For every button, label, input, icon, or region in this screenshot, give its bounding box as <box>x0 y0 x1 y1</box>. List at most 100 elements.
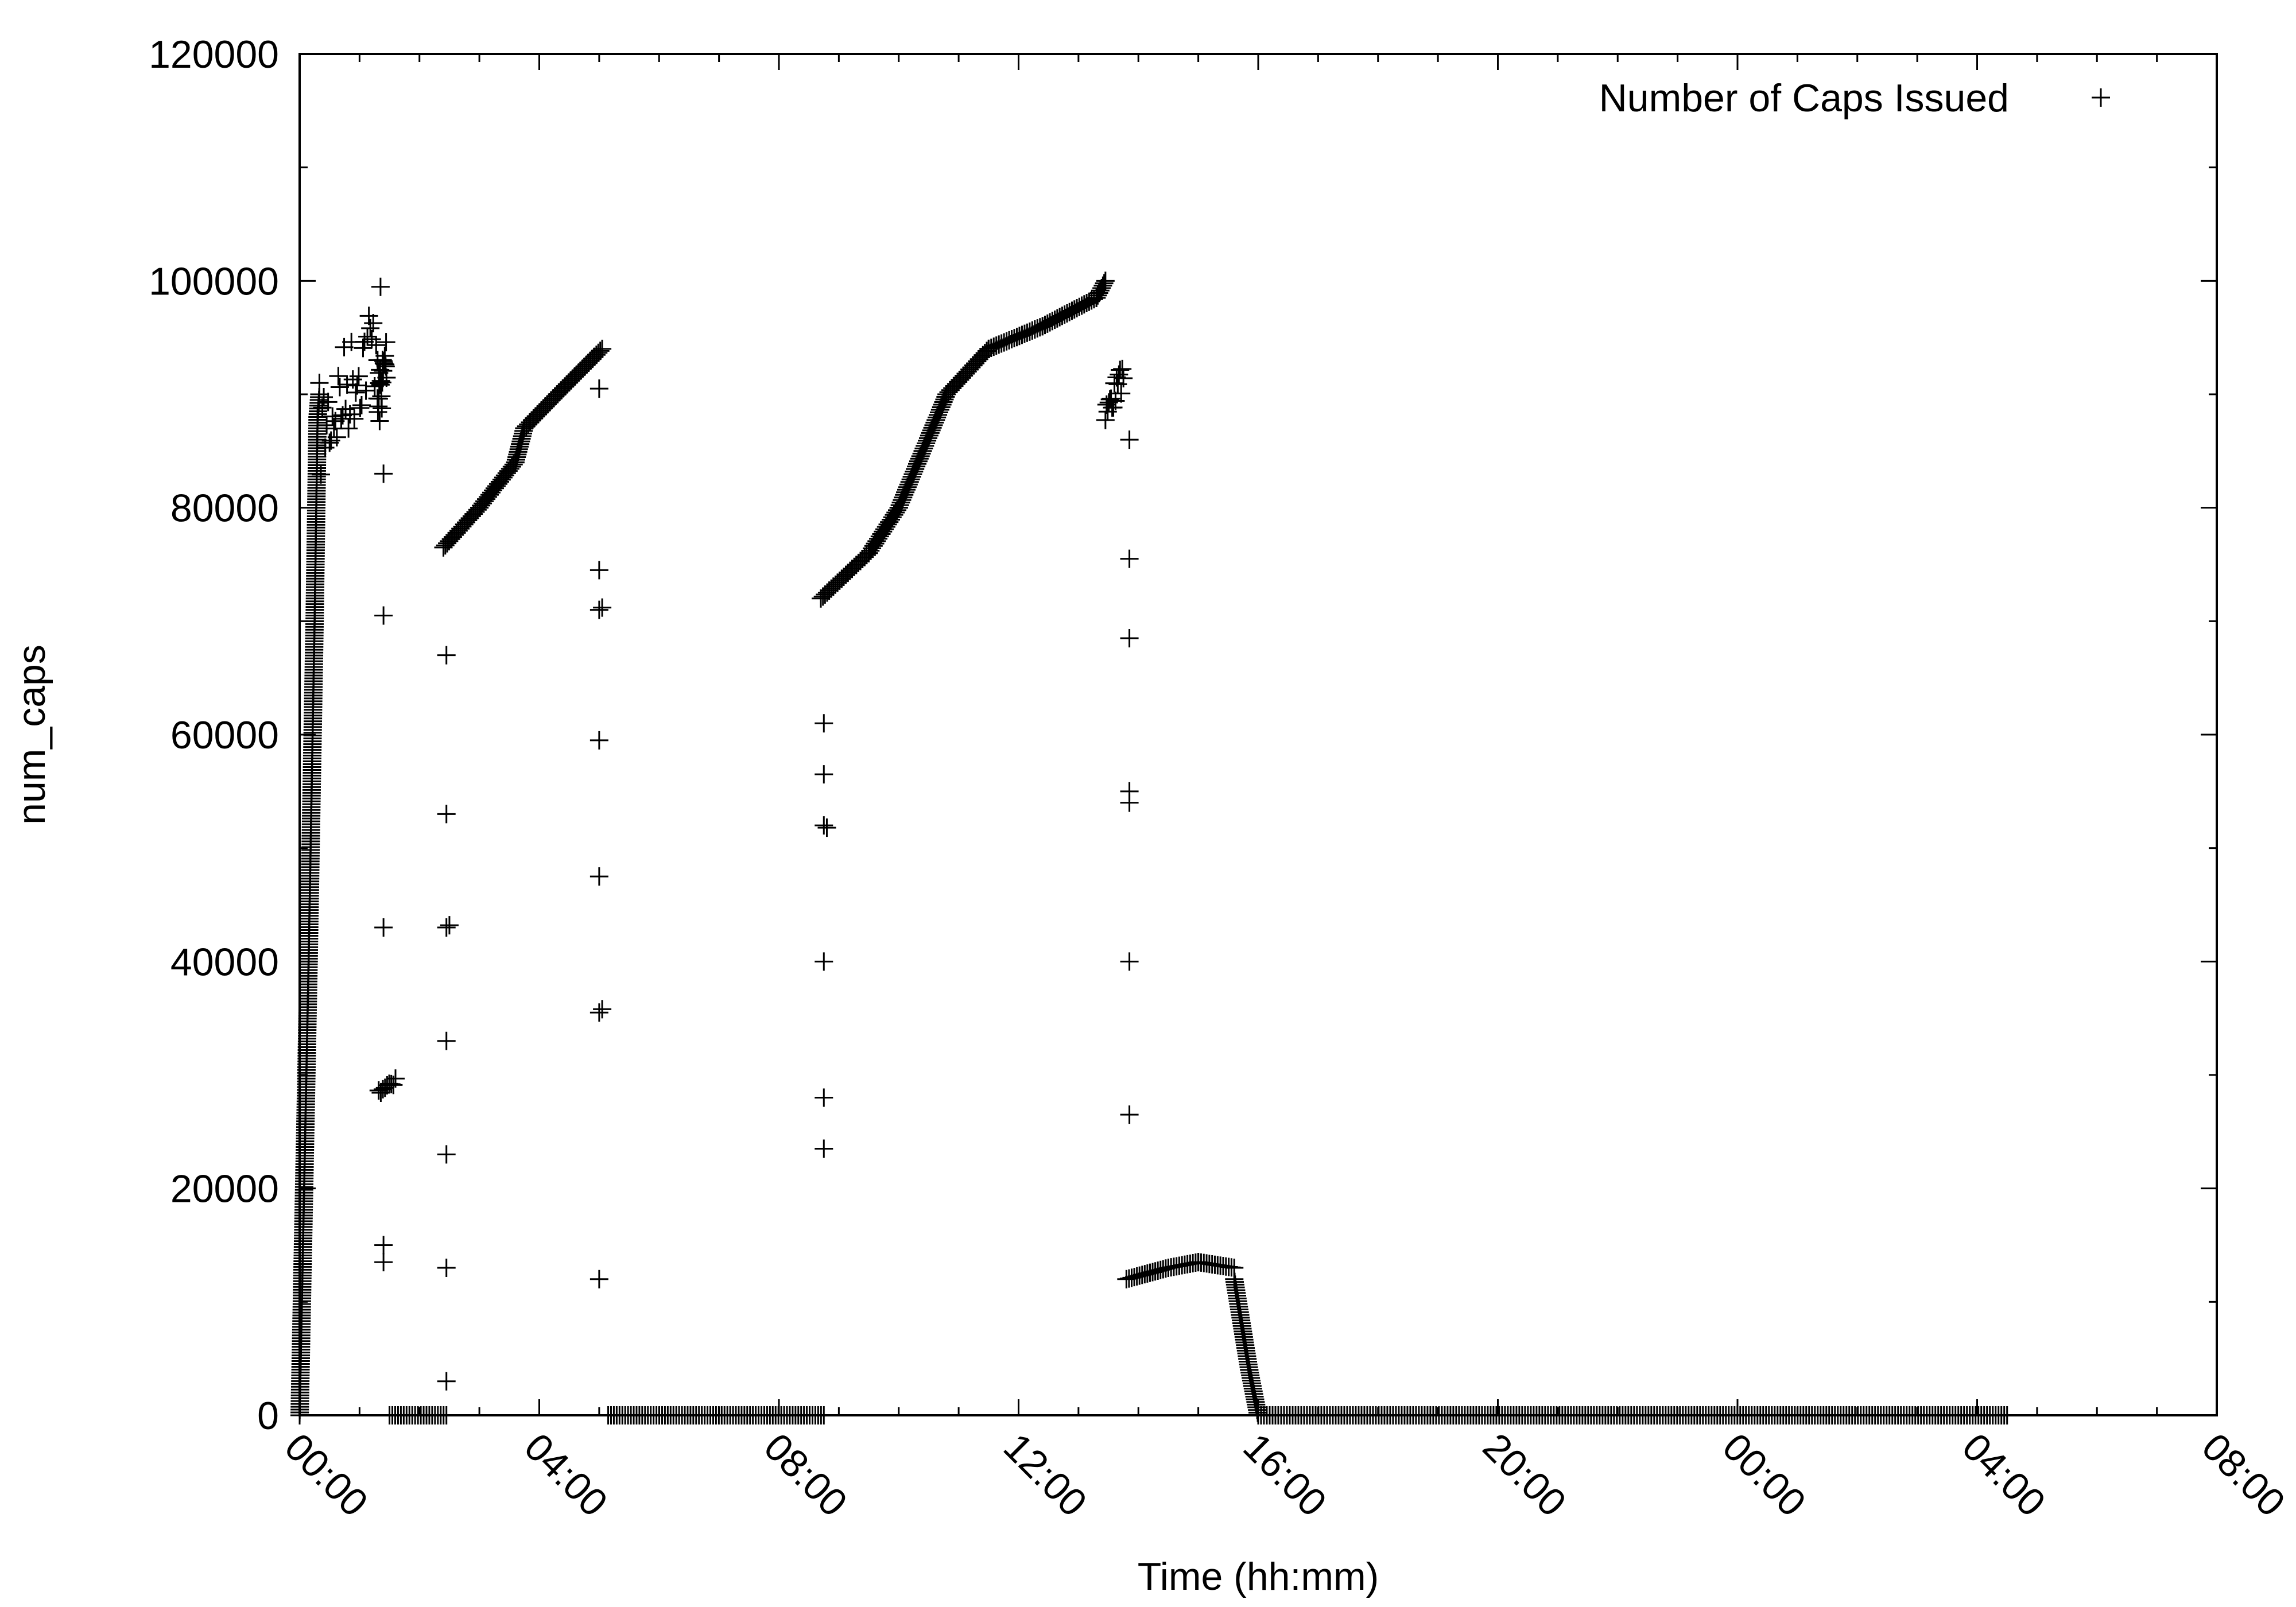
data-point <box>883 508 902 527</box>
data-point <box>902 467 921 486</box>
data-point <box>589 561 608 580</box>
data-point <box>374 918 393 937</box>
data-point <box>924 416 943 434</box>
data-point <box>1030 318 1049 337</box>
data-point <box>364 313 383 332</box>
data-point <box>987 336 1006 355</box>
data-point <box>918 429 937 448</box>
data-point <box>859 544 878 562</box>
data-point <box>504 455 523 474</box>
data-point <box>977 341 996 360</box>
data-point <box>374 1236 393 1255</box>
data-point <box>352 395 371 414</box>
data-point <box>864 537 883 556</box>
data-point <box>900 472 919 491</box>
data-point <box>345 409 364 428</box>
data-point <box>359 306 378 325</box>
data-point <box>1088 286 1107 305</box>
data-point <box>903 465 922 484</box>
y-tick-label: 100000 <box>149 259 279 303</box>
data-point <box>386 1069 405 1088</box>
data-point <box>361 319 380 337</box>
data-point <box>1075 295 1093 314</box>
data-point <box>890 496 909 515</box>
data-point <box>815 765 833 784</box>
data-point <box>329 367 348 386</box>
data-point <box>889 498 908 517</box>
data-point <box>928 408 947 427</box>
data-point <box>1102 389 1120 408</box>
data-point <box>908 455 927 473</box>
legend-marker-plus-icon <box>2092 88 2110 107</box>
data-point <box>370 412 389 430</box>
data-point <box>905 462 924 481</box>
y-tick-label: 120000 <box>149 33 279 76</box>
data-point <box>1065 300 1084 319</box>
data-point <box>914 439 933 458</box>
data-point <box>1114 368 1133 387</box>
data-point <box>907 457 926 476</box>
data-point <box>1113 359 1132 378</box>
data-point <box>1015 324 1034 343</box>
data-point <box>863 539 882 558</box>
data-point <box>593 1000 612 1019</box>
plot-frame <box>298 53 2218 1416</box>
data-point <box>1096 410 1115 429</box>
data-point <box>591 341 610 360</box>
data-point <box>319 393 338 412</box>
data-point <box>349 367 368 386</box>
data-point <box>897 480 916 499</box>
data-point <box>1120 952 1139 971</box>
data-point <box>358 327 377 346</box>
data-point <box>925 413 944 432</box>
data-point <box>867 531 886 550</box>
data-point <box>885 506 903 525</box>
data-point <box>369 389 388 408</box>
data-point <box>1041 313 1060 332</box>
data-point <box>437 805 456 824</box>
y-axis-label: num_caps <box>10 645 53 825</box>
data-point <box>815 952 833 971</box>
data-point <box>922 421 941 440</box>
legend-marker <box>2092 88 2110 107</box>
data-point <box>437 1145 456 1164</box>
data-point <box>437 918 456 937</box>
data-point <box>886 503 905 522</box>
data-point <box>1077 293 1096 312</box>
data-point <box>926 410 945 429</box>
data-point <box>593 339 612 358</box>
data-point <box>323 407 342 426</box>
data-point <box>929 405 948 424</box>
data-point <box>894 488 913 507</box>
data-point <box>1112 384 1131 403</box>
data-point <box>888 500 906 519</box>
y-tick-label: 60000 <box>170 713 279 757</box>
data-point <box>1055 305 1074 324</box>
data-point <box>1002 329 1021 348</box>
data-point <box>589 1270 608 1288</box>
data-point <box>1033 317 1052 336</box>
data-point <box>990 335 1009 354</box>
data-point <box>815 1139 833 1158</box>
data-point <box>1020 322 1039 341</box>
data-point <box>330 378 349 397</box>
data-point <box>589 731 608 750</box>
data-point <box>992 334 1011 353</box>
data-point <box>315 387 333 406</box>
data-point <box>310 374 329 393</box>
data-point <box>1053 306 1072 325</box>
data-point <box>870 527 889 546</box>
data-point <box>910 449 929 468</box>
data-point <box>896 483 915 502</box>
data-point <box>916 436 934 455</box>
data-point <box>340 405 359 424</box>
data-point <box>1028 319 1047 338</box>
data-point <box>1087 288 1106 307</box>
data-point <box>898 478 917 496</box>
data-point <box>995 333 1014 352</box>
data-point <box>351 398 370 417</box>
data-point <box>878 515 897 534</box>
data-point <box>880 513 899 531</box>
data-point <box>356 381 375 400</box>
